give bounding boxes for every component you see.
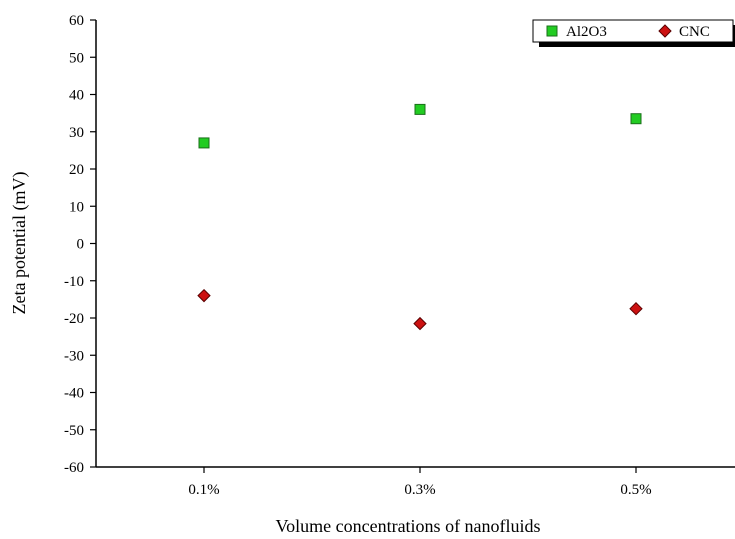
data-point-cnc <box>197 288 211 303</box>
data-point-al2o3 <box>630 113 642 125</box>
y-tick-label: 0 <box>77 237 85 253</box>
data-point-al2o3 <box>198 137 210 149</box>
y-tick-label: -20 <box>64 311 84 327</box>
y-tick-label: 40 <box>69 88 84 104</box>
y-tick-label: -10 <box>64 274 84 290</box>
axes <box>95 20 735 468</box>
y-axis-ticks: -60 -50 -40 -30 -20 -10 0 10 20 30 40 50 60 <box>64 13 96 476</box>
x-axis-ticks: 0.1% 0.3% 0.5% <box>188 467 652 498</box>
y-tick-label: -50 <box>64 423 84 439</box>
y-tick-label: -60 <box>64 460 84 476</box>
data-point-al2o3 <box>414 103 426 115</box>
y-tick-label: 20 <box>69 162 84 178</box>
data-points <box>197 103 643 331</box>
legend-marker-al2o3 <box>546 25 558 37</box>
y-tick-label: 30 <box>69 125 84 141</box>
x-tick-label: 0.1% <box>188 482 219 498</box>
y-tick-label: -40 <box>64 386 84 402</box>
y-tick-label: 50 <box>69 50 84 66</box>
y-tick-label: 10 <box>69 199 84 215</box>
x-tick-label: 0.3% <box>404 482 435 498</box>
y-tick-label: 60 <box>69 13 84 29</box>
y-axis-title: Zeta potential (mV) <box>9 172 30 315</box>
data-point-cnc <box>413 316 427 331</box>
legend-box <box>532 19 734 43</box>
legend-label: Al2O3 <box>566 24 607 40</box>
x-tick-label: 0.5% <box>620 482 651 498</box>
legend-marker-cnc <box>658 24 672 38</box>
y-tick-label: -30 <box>64 348 84 364</box>
data-point-cnc <box>629 301 643 316</box>
legend-label: CNC <box>679 24 710 40</box>
x-axis-title: Volume concentrations of nanofluids <box>275 516 540 536</box>
legend: Al2O3 CNC <box>532 19 735 47</box>
